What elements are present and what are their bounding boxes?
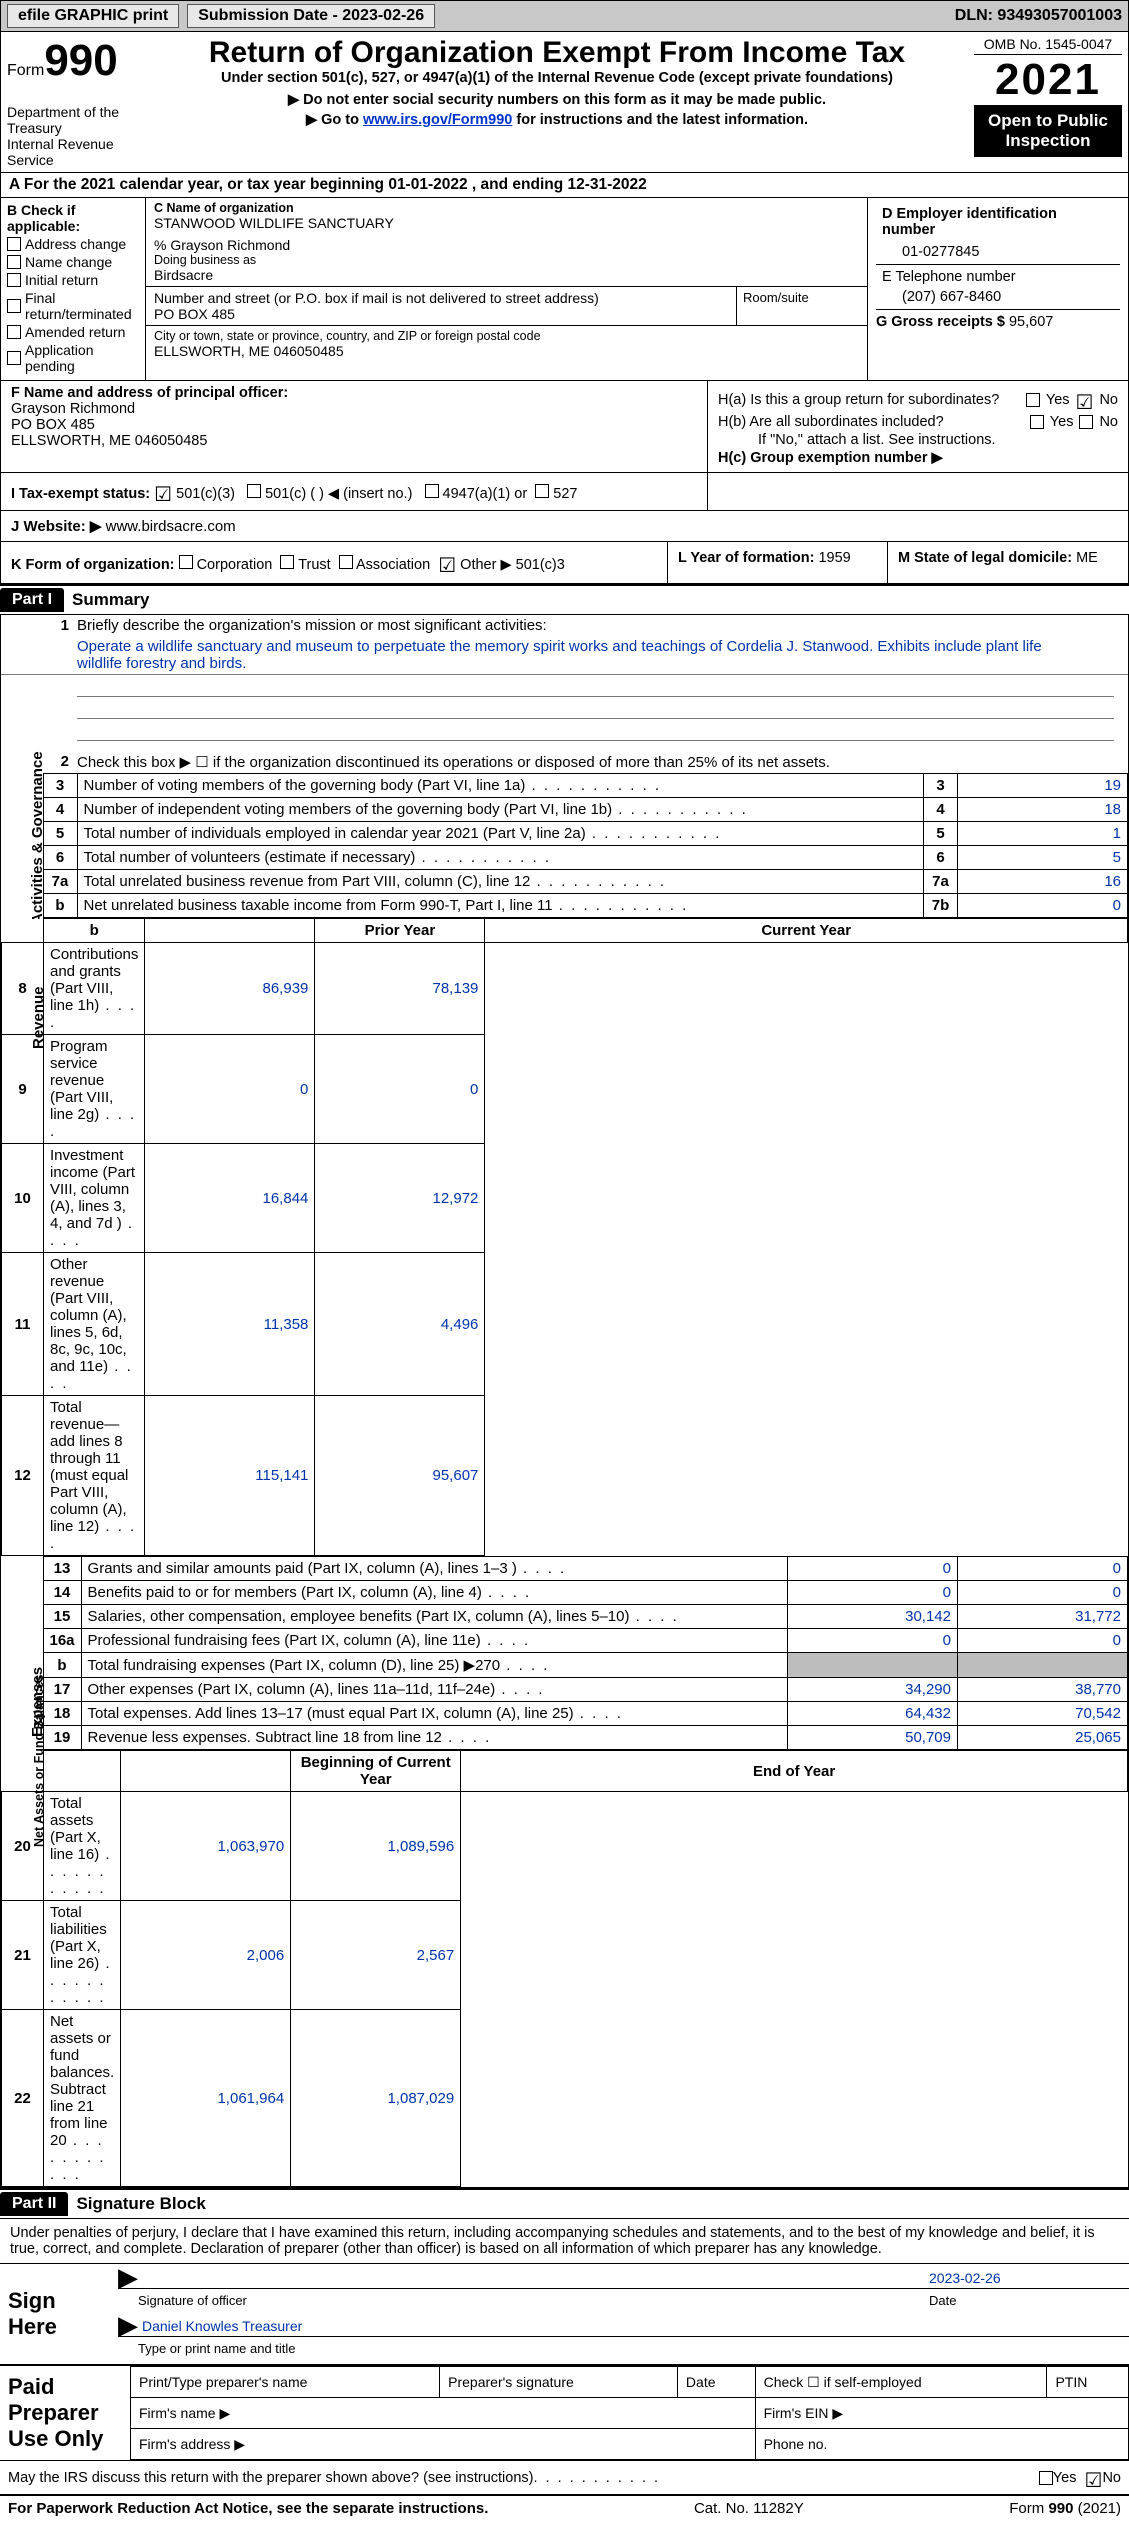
- officer-name: Daniel Knowles Treasurer: [142, 2318, 925, 2334]
- section-b-checkbox[interactable]: [7, 255, 21, 269]
- section-b-checkbox[interactable]: [7, 325, 21, 339]
- section-i: I Tax-exempt status: ☑ 501(c)(3) 501(c) …: [1, 473, 708, 510]
- 501c-checkbox[interactable]: [247, 484, 261, 498]
- year-cell: OMB No. 1545-0047 2021 Open to Public In…: [968, 32, 1128, 173]
- governance-table: Activities & Governance3Number of voting…: [1, 773, 1128, 918]
- section-b-checkbox[interactable]: [7, 273, 21, 287]
- paid-preparer-label: Paid Preparer Use Only: [0, 2366, 130, 2460]
- section-l: L Year of formation: 1959: [668, 542, 888, 583]
- sig-arrow-icon: ▶: [118, 2268, 138, 2286]
- dln-label: DLN: 93493057001003: [955, 7, 1122, 25]
- discuss-no-checkbox[interactable]: ☑: [1085, 2468, 1103, 2493]
- k-corp-checkbox[interactable]: [179, 555, 193, 569]
- signature-declaration: Under penalties of perjury, I declare th…: [0, 2219, 1129, 2264]
- section-b-item: Application pending: [25, 342, 139, 374]
- sign-here-label: Sign Here: [0, 2264, 110, 2364]
- preparer-table: Print/Type preparer's namePreparer's sig…: [130, 2366, 1129, 2460]
- mission-text: Operate a wildlife sanctuary and museum …: [1, 636, 1128, 675]
- part2-header: Part II Signature Block: [0, 2188, 1129, 2219]
- section-b-item: Address change: [25, 236, 126, 252]
- section-b-checkbox[interactable]: [7, 299, 21, 313]
- ha-yes-checkbox[interactable]: [1026, 393, 1040, 407]
- hb-yes-checkbox[interactable]: [1030, 415, 1044, 429]
- hb-no-checkbox[interactable]: [1079, 415, 1093, 429]
- irs-form990-link[interactable]: www.irs.gov/Form990: [363, 112, 512, 128]
- section-k: K Form of organization: Corporation Trus…: [1, 542, 668, 583]
- discuss-yes-checkbox[interactable]: [1039, 2471, 1053, 2485]
- sig-date-value: 2023-02-26: [929, 2270, 1129, 2286]
- form-title: Return of Organization Exempt From Incom…: [152, 36, 962, 70]
- section-m: M State of legal domicile: ME: [888, 542, 1128, 583]
- k-other-checkbox[interactable]: ☑: [438, 555, 456, 577]
- section-b-item: Amended return: [25, 324, 125, 340]
- top-bar: efile GRAPHIC print Submission Date - 20…: [0, 0, 1129, 32]
- section-j: J Website: ▶ www.birdsacre.com: [1, 510, 1128, 541]
- section-b-item: Initial return: [25, 272, 98, 288]
- part1-header: Part I Summary: [0, 584, 1129, 615]
- 501c3-checkbox[interactable]: ☑: [154, 484, 172, 506]
- section-b: B Check if applicable: Address changeNam…: [1, 198, 146, 380]
- k-assoc-checkbox[interactable]: [339, 555, 353, 569]
- k-trust-checkbox[interactable]: [280, 555, 294, 569]
- section-b-checkbox[interactable]: [7, 351, 21, 365]
- section-b-item: Final return/terminated: [25, 290, 139, 322]
- 527-checkbox[interactable]: [535, 484, 549, 498]
- title-cell: Return of Organization Exempt From Incom…: [146, 32, 968, 173]
- section-f: F Name and address of principal officer:…: [1, 381, 708, 472]
- section-h: H(a) Is this a group return for subordin…: [708, 381, 1128, 472]
- efile-print-button[interactable]: efile GRAPHIC print: [7, 4, 179, 28]
- expenses-table: Expenses13Grants and similar amounts pai…: [1, 1556, 1128, 1750]
- section-b-item: Name change: [25, 254, 112, 270]
- section-c: C Name of organization STANWOOD WILDLIFE…: [146, 198, 868, 380]
- discuss-line: May the IRS discuss this return with the…: [0, 2460, 1129, 2494]
- form-number-cell: Form990 Department of the Treasury Inter…: [1, 32, 146, 173]
- sig-arrow-icon: ▶: [118, 2316, 138, 2334]
- submission-date-badge: Submission Date - 2023-02-26: [187, 4, 435, 28]
- section-d: D Employer identification number01-02778…: [868, 198, 1128, 380]
- netassets-table: Net Assets or Fund BalancesBeginning of …: [1, 1750, 1128, 2187]
- 4947-checkbox[interactable]: [425, 484, 439, 498]
- line-a: A For the 2021 calendar year, or tax yea…: [1, 173, 1128, 198]
- section-b-checkbox[interactable]: [7, 237, 21, 251]
- revenue-table: RevenuebPrior YearCurrent Year 8Contribu…: [1, 918, 1128, 1556]
- footer: For Paperwork Reduction Act Notice, see …: [0, 2494, 1129, 2521]
